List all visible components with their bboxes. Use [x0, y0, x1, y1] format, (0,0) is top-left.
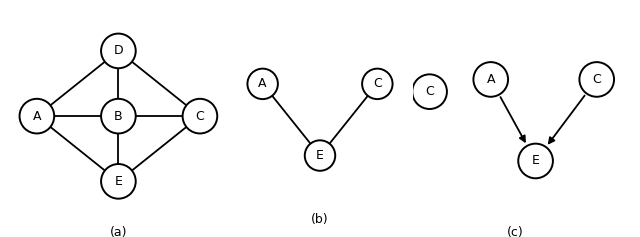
Circle shape [412, 74, 447, 109]
Circle shape [579, 62, 614, 97]
Text: C: C [373, 77, 381, 90]
Circle shape [518, 144, 553, 178]
Circle shape [20, 99, 54, 133]
Text: D: D [113, 44, 124, 57]
Text: C: C [593, 73, 601, 86]
Circle shape [362, 69, 392, 99]
Text: E: E [316, 149, 324, 162]
Text: (a): (a) [109, 226, 127, 237]
Text: A: A [486, 73, 495, 86]
Circle shape [101, 99, 136, 133]
Circle shape [305, 140, 335, 171]
Circle shape [182, 99, 217, 133]
Text: E: E [532, 155, 540, 168]
Text: C: C [196, 110, 204, 123]
Text: A: A [33, 110, 41, 123]
Circle shape [248, 69, 278, 99]
Circle shape [101, 164, 136, 199]
Text: C: C [425, 85, 434, 98]
Text: (b): (b) [311, 213, 329, 226]
Text: E: E [115, 175, 122, 188]
Text: (c): (c) [507, 226, 524, 237]
Text: A: A [259, 77, 267, 90]
Circle shape [474, 62, 508, 97]
Text: B: B [114, 110, 123, 123]
Circle shape [101, 34, 136, 68]
